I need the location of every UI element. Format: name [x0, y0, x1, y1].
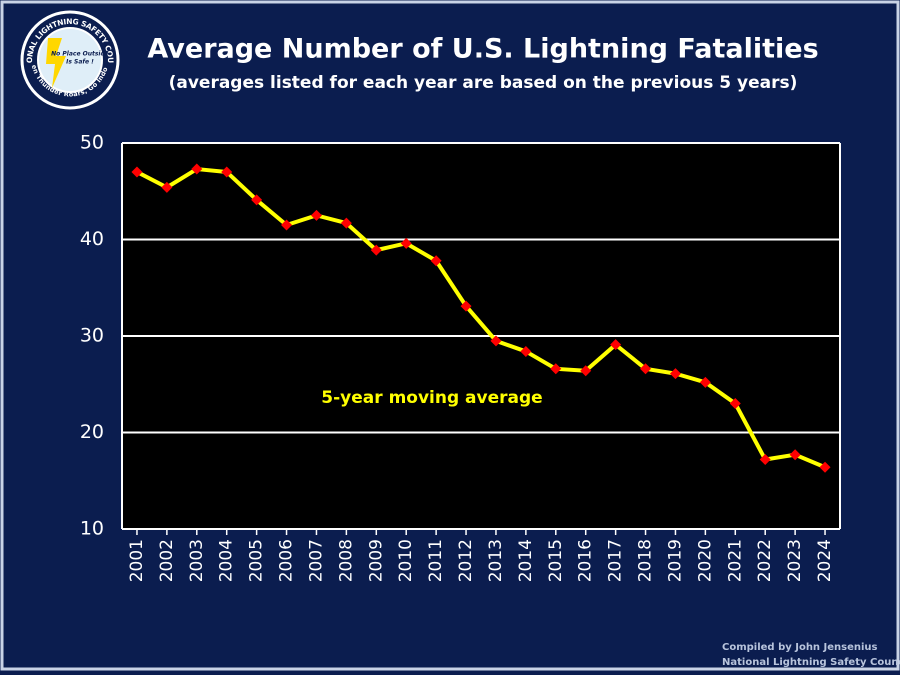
marker [340, 217, 352, 229]
x-tick-label: 2004 [217, 539, 237, 582]
marker [729, 398, 741, 410]
x-tick-label: 2008 [336, 539, 356, 582]
annotation: 5-year moving average [321, 388, 542, 408]
x-tick-label: 2009 [366, 539, 386, 582]
x-tick-label: 2015 [546, 539, 566, 582]
x-tick-label: 2016 [576, 539, 596, 582]
x-tick-label: 2011 [426, 539, 446, 582]
x-tick-label: 2021 [725, 539, 745, 582]
logo-center-text: Is Safe ! [66, 59, 94, 66]
marker [819, 461, 831, 473]
marker [610, 339, 622, 351]
marker [221, 166, 233, 178]
marker [161, 181, 173, 193]
marker [131, 166, 143, 178]
x-tick-label: 2013 [486, 539, 506, 582]
x-tick-label: 2017 [606, 539, 626, 582]
marker [191, 163, 203, 175]
marker [759, 454, 771, 466]
marker [370, 244, 382, 256]
x-tick-label: 2003 [187, 539, 207, 582]
marker [251, 194, 263, 206]
marker [400, 237, 412, 249]
x-tick-label: 2024 [815, 539, 835, 582]
y-tick-label: 10 [80, 518, 104, 540]
y-tick-label: 40 [80, 228, 104, 250]
marker [430, 255, 442, 267]
x-tick-label: 2007 [306, 539, 326, 582]
x-tick-label: 2014 [516, 539, 536, 582]
marker [669, 368, 681, 380]
marker [580, 365, 592, 377]
y-tick-label: 20 [80, 421, 104, 443]
x-tick-label: 2001 [127, 539, 147, 582]
marker [550, 363, 562, 375]
line [136, 167, 826, 470]
marker [490, 335, 502, 347]
x-tick-label: 2020 [695, 539, 715, 582]
x-tick-label: 2006 [277, 539, 297, 582]
x-tick-label: 2018 [636, 539, 656, 582]
x-tick-label: 2022 [755, 539, 775, 582]
y-tick-label: 30 [80, 325, 104, 347]
marker [310, 209, 322, 221]
chart-title: Average Number of U.S. Lightning Fatalit… [147, 34, 818, 65]
x-tick-label: 2010 [396, 539, 416, 582]
chart-subtitle: (averages listed for each year are based… [169, 73, 798, 93]
footer-text: National Lightning Safety Council [722, 657, 900, 668]
logo-bolt [46, 38, 66, 88]
x-tick-label: 2005 [247, 539, 267, 582]
marker [520, 345, 532, 357]
logo-center-text: No Place Outside [51, 51, 109, 58]
y-tick-label: 50 [80, 132, 104, 154]
marker [789, 449, 801, 461]
plot: 10 20 30 40 50 2001 2002 2003 2004 2005 2006 2007 20… [80, 132, 840, 582]
marker [699, 376, 711, 388]
x-tick-label: 2012 [456, 539, 476, 582]
marker [281, 219, 293, 231]
marker [640, 363, 652, 375]
x-tick-label: 2023 [785, 539, 805, 582]
x-tick-label: 2019 [665, 539, 685, 582]
x-tick-label: 2002 [157, 539, 177, 582]
marker [460, 300, 472, 312]
footer-text: Compiled by John Jensenius [722, 642, 878, 653]
